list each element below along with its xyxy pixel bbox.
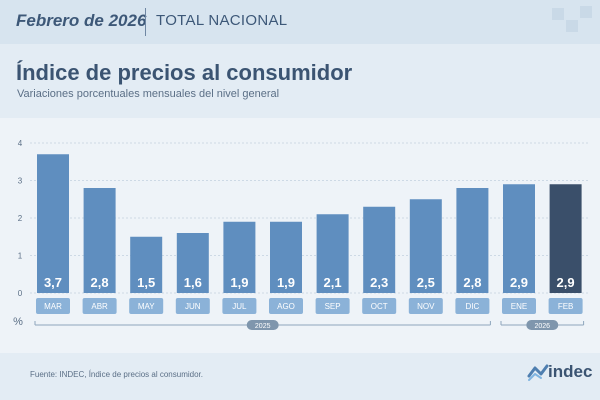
category-tick-bg — [548, 298, 583, 314]
year-pill — [526, 320, 559, 330]
header-band: Febrero de 2026 TOTAL NACIONAL — [0, 0, 600, 44]
category-tick-bg — [502, 298, 536, 314]
category-tick-bg — [36, 298, 70, 314]
bar-feb — [549, 184, 582, 293]
data-label: 2,8 — [91, 275, 109, 290]
bar-dic — [456, 188, 489, 293]
chart-title: Índice de precios al consumidor — [16, 60, 353, 85]
period-label: Febrero de 2026 — [16, 11, 147, 30]
category-tick-bg — [455, 298, 490, 314]
bar-mar — [37, 154, 69, 293]
data-label: 2,3 — [370, 275, 388, 290]
year-pill — [246, 320, 279, 330]
data-label: 1,9 — [230, 275, 248, 290]
footer — [0, 353, 600, 400]
indec-logo-icon — [527, 364, 549, 381]
chart-subtitle: Variaciones porcentuales mensuales del n… — [17, 88, 280, 100]
y-tick-label: 4 — [18, 139, 23, 148]
decorative-square — [580, 6, 592, 18]
data-label: 2,1 — [324, 275, 342, 290]
bar-jul — [223, 221, 256, 293]
header-divider — [145, 8, 146, 36]
category-label: FEB — [558, 302, 574, 311]
data-label: 2,9 — [510, 275, 528, 290]
y-tick-label: 1 — [18, 252, 23, 261]
bar-may — [130, 236, 163, 293]
bar-chart: 0 1 2 3 4 3,7 MAR 2,8 ABR 1,5 MAY 1,6 JUN 1,9 JUL 1,9 AG… — [13, 139, 590, 330]
bar-nov — [409, 199, 442, 293]
year-label: 2026 — [535, 323, 551, 330]
category-label: OCT — [371, 302, 388, 311]
data-label: 2,8 — [463, 275, 481, 290]
data-label: 2,9 — [557, 275, 575, 290]
source-note: Fuente: INDEC, Índice de precios al cons… — [30, 370, 203, 379]
y-tick-label: 3 — [18, 177, 23, 186]
category-tick-bg — [315, 298, 350, 314]
category-tick-bg — [408, 298, 443, 314]
data-label: 1,9 — [277, 275, 295, 290]
decorative-square — [566, 20, 578, 32]
bar-jun — [176, 233, 209, 293]
decorative-square — [552, 8, 564, 20]
data-label: 2,5 — [417, 275, 435, 290]
data-label: 1,5 — [137, 275, 155, 290]
category-tick-bg — [175, 298, 210, 314]
y-tick-label: 0 — [18, 289, 23, 298]
category-label: JUN — [185, 302, 201, 311]
data-label: 1,6 — [184, 275, 202, 290]
category-label: MAR — [44, 302, 62, 311]
category-label: DIC — [466, 302, 480, 311]
category-tick-bg — [362, 298, 397, 314]
y-tick-label: 2 — [18, 214, 23, 223]
category-tick-bg — [269, 298, 303, 314]
data-label: 3,7 — [44, 275, 62, 290]
scope-label: TOTAL NACIONAL — [156, 12, 288, 29]
bar-sep — [316, 214, 349, 293]
category-tick-bg — [222, 298, 257, 314]
bar-oct — [363, 206, 396, 293]
chart-panel: 0 1 2 3 4 3,7 MAR 2,8 ABR 1,5 MAY 1,6 JUN 1,9 JUL 1,9 AG… — [0, 118, 600, 353]
category-label: ABR — [91, 302, 108, 311]
category-label: AGO — [277, 302, 295, 311]
logo-text: indec — [548, 362, 593, 381]
category-label: MAY — [138, 302, 155, 311]
y-axis-label: % — [13, 316, 23, 328]
category-label: ENE — [511, 302, 527, 311]
category-label: JUL — [232, 302, 247, 311]
category-tick-bg — [82, 298, 117, 314]
category-tick-bg — [129, 298, 164, 314]
category-label: SEP — [325, 302, 341, 311]
bar-ago — [270, 221, 302, 293]
category-label: NOV — [417, 302, 435, 311]
year-label: 2025 — [255, 323, 271, 330]
bar-ene — [503, 184, 535, 293]
bar-abr — [83, 188, 116, 293]
